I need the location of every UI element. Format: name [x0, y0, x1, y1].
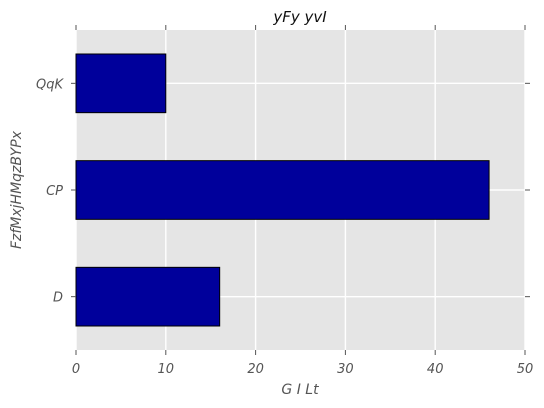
x-tick-label: 30 — [337, 362, 354, 377]
bar-D — [75, 266, 221, 327]
y-axis-label: FzfMxjHMqzBYPx — [9, 130, 25, 249]
x-tick-label: 40 — [427, 362, 444, 377]
ticks: 0 10 20 30 40 50 QqK CP D — [36, 25, 533, 377]
bar-QqK — [75, 53, 167, 114]
x-tick-label: 50 — [517, 362, 534, 377]
y-tick-label: D — [53, 291, 63, 306]
x-tick-label: 20 — [247, 362, 264, 377]
bars — [75, 53, 490, 327]
x-tick-label: 10 — [158, 362, 175, 377]
y-tick-label: QqK — [36, 77, 64, 92]
x-tick-label: 0 — [72, 362, 80, 377]
bar-CP — [75, 160, 490, 220]
y-tick-label: CP — [46, 184, 63, 199]
chart-title: yFy yvI — [272, 8, 327, 26]
x-axis-label: G I Lt — [281, 382, 319, 398]
